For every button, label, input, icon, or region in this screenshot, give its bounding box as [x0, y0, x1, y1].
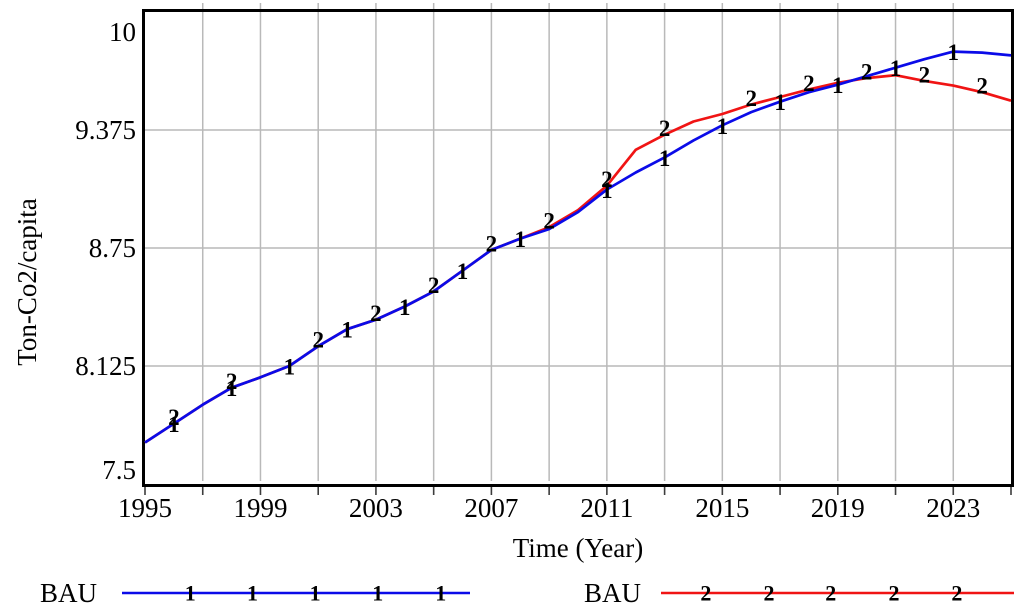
- legend-label-bau-1: BAU: [40, 578, 97, 608]
- y-axis-tick-label: 10: [109, 17, 136, 47]
- y-axis-tick-label: 8.125: [75, 351, 136, 381]
- series-bau-1-line: [144, 50, 1012, 444]
- x-axis-tick-label: 2023: [926, 493, 980, 523]
- x-axis-tick-label: 2011: [580, 493, 633, 523]
- legend-marker-bau-1: 1: [435, 581, 446, 606]
- legend-marker-bau-1: 1: [247, 581, 258, 606]
- series-bau-1-marker: 1: [399, 295, 411, 320]
- series-bau-1-marker: 1: [168, 412, 180, 437]
- y-axis-tick-label: 7.5: [102, 455, 136, 485]
- series-bau-1-marker: 1: [457, 259, 469, 284]
- gridlines-layer: [145, 3, 1011, 481]
- series-bau-2-marker: 2: [226, 369, 238, 394]
- axes-layer: [142, 9, 1014, 495]
- series-bau-1-marker: 1: [341, 318, 353, 343]
- x-axis-tick-label: 2003: [349, 493, 403, 523]
- series-bau-1-marker: 1: [717, 114, 729, 139]
- y-axis-tick-label: 9.375: [75, 115, 136, 145]
- series-bau-1-marker: 1: [890, 56, 902, 81]
- series-bau-1-marker: 1: [515, 227, 527, 252]
- series-bau-2-marker: 2: [428, 273, 440, 298]
- series-bau-2-marker: 2: [976, 74, 988, 99]
- series-bau-2-marker: 2: [370, 301, 382, 326]
- legend-marker-bau-1: 1: [185, 581, 196, 606]
- legend-label-bau-2: BAU: [584, 578, 641, 608]
- legend-marker-bau-1: 1: [372, 581, 383, 606]
- x-axis-title: Time (Year): [513, 533, 644, 563]
- legend-lines-layer: 1 1 1 1 1 2 2 2 2 2: [122, 581, 1014, 606]
- series-bau-2-marker: 2: [919, 62, 931, 87]
- x-axis-tick-label: 1995: [118, 493, 172, 523]
- series-bau-1-marker: 1: [774, 90, 786, 115]
- y-axis-tick-label: 8.75: [89, 233, 136, 263]
- series-bau-1-marker: 1: [284, 355, 296, 380]
- series-bau-2-marker: 2: [601, 167, 613, 192]
- series-bau-2-marker: 2: [659, 116, 671, 141]
- legend-marker-bau-2: 2: [888, 581, 899, 606]
- x-axis-tick-label: 1999: [233, 493, 287, 523]
- series-bau-2-marker: 2: [312, 328, 324, 353]
- series-bau-2-marker: 2: [486, 231, 498, 256]
- legend-marker-bau-2: 2: [951, 581, 962, 606]
- x-axis-tick-label: 2015: [695, 493, 749, 523]
- series-bau-2-marker: 2: [168, 405, 180, 430]
- series-bau-2-marker: 2: [745, 86, 757, 111]
- plot-border: [142, 9, 1014, 487]
- legend-marker-bau-1: 1: [310, 581, 321, 606]
- legend-marker-bau-2: 2: [825, 581, 836, 606]
- series-bau-1-marker: 1: [659, 146, 671, 171]
- legend-marker-bau-2: 2: [700, 581, 711, 606]
- series-bau-1-marker: 1: [948, 40, 960, 65]
- series-bau-2-marker: 2: [861, 60, 873, 85]
- tick-labels-layer: 10 9.375 8.75 8.125 7.5 1995 1999 2003 2007 2011 2…: [75, 17, 980, 523]
- series-bau-1-marker: 1: [226, 376, 238, 401]
- x-axis-tick-label: 2007: [464, 493, 518, 523]
- y-axis-title: Ton-Co2/capita: [12, 198, 42, 366]
- series-bau-1-marker: 1: [832, 73, 844, 98]
- series-bau-2-marker: 2: [543, 209, 555, 234]
- series-bau-2-marker: 2: [803, 71, 815, 96]
- legend-marker-bau-2: 2: [764, 581, 775, 606]
- x-axis-tick-label: 2019: [811, 493, 865, 523]
- series-bau-1-marker: 1: [601, 178, 613, 203]
